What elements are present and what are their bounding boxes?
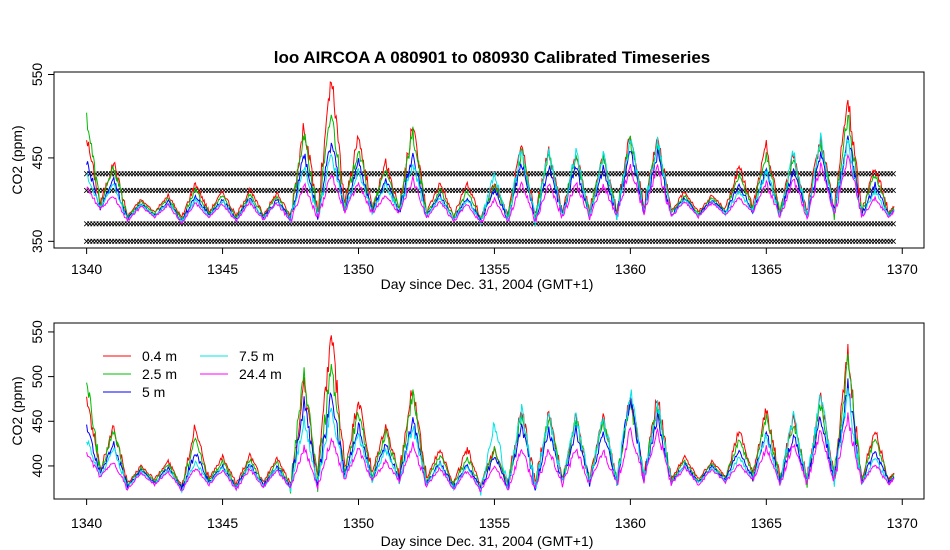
y-tick-label: 400 bbox=[29, 454, 45, 478]
series-line bbox=[86, 132, 895, 227]
x-axis-label: Day since Dec. 31, 2004 (GMT+1) bbox=[381, 276, 594, 292]
x-axis-label: Day since Dec. 31, 2004 (GMT+1) bbox=[381, 533, 594, 549]
y-axis: 400 450 500 550 bbox=[29, 320, 54, 478]
bottom-panel: 1340 1345 1350 1355 1360 1365 1370 400 450 500 550… bbox=[9, 320, 925, 549]
legend-label: 24.4 m bbox=[239, 366, 282, 382]
x-tick-label: 1370 bbox=[887, 261, 918, 277]
series-line bbox=[86, 353, 895, 494]
x-tick-label: 1355 bbox=[479, 261, 510, 277]
y-tick-label: 550 bbox=[29, 63, 45, 87]
calibration-marker bbox=[890, 171, 896, 177]
y-tick-label: 350 bbox=[29, 229, 45, 253]
y-tick-label: 550 bbox=[29, 320, 45, 344]
series-line bbox=[86, 135, 895, 223]
legend-label: 2.5 m bbox=[142, 366, 177, 382]
top-panel: 1340 1345 1350 1355 1360 1365 1370 350 450 550 Day… bbox=[9, 63, 925, 292]
x-axis: 1340 1345 1350 1355 1360 1365 1370 bbox=[71, 248, 918, 277]
series-line bbox=[86, 153, 895, 225]
calibration-marker bbox=[890, 221, 896, 227]
series-line bbox=[86, 388, 895, 496]
plot-frame bbox=[53, 322, 925, 500]
x-axis: 1340 1345 1350 1355 1360 1365 1370 bbox=[71, 499, 918, 531]
legend-label: 5 m bbox=[142, 384, 165, 400]
x-tick-label: 1355 bbox=[479, 515, 510, 531]
x-tick-label: 1345 bbox=[207, 261, 238, 277]
x-tick-label: 1345 bbox=[207, 515, 238, 531]
series-line bbox=[86, 378, 895, 491]
x-tick-label: 1365 bbox=[751, 261, 782, 277]
y-axis-label: CO2 (ppm) bbox=[9, 376, 25, 445]
y-tick-label: 500 bbox=[29, 365, 45, 389]
x-tick-label: 1340 bbox=[71, 261, 102, 277]
x-tick-label: 1340 bbox=[71, 515, 102, 531]
plot-frame bbox=[53, 71, 925, 249]
x-tick-label: 1360 bbox=[615, 515, 646, 531]
legend: 0.4 m 2.5 m 5 m 7.5 m 24.4 m bbox=[103, 348, 282, 400]
series-line bbox=[86, 412, 895, 493]
x-tick-label: 1370 bbox=[887, 515, 918, 531]
chart-title: loo AIRCOA A 080901 to 080930 Calibrated… bbox=[274, 48, 711, 67]
y-tick-label: 450 bbox=[29, 409, 45, 433]
x-tick-label: 1360 bbox=[615, 261, 646, 277]
calibration-marker bbox=[890, 187, 896, 194]
x-tick-label: 1350 bbox=[343, 261, 374, 277]
legend-label: 7.5 m bbox=[239, 348, 274, 364]
y-tick-label: 450 bbox=[29, 146, 45, 170]
legend-label: 0.4 m bbox=[142, 348, 177, 364]
x-tick-label: 1365 bbox=[751, 515, 782, 531]
y-axis-label: CO2 (ppm) bbox=[9, 125, 25, 194]
x-tick-label: 1350 bbox=[343, 515, 374, 531]
calibration-marker bbox=[890, 238, 896, 245]
y-axis: 350 450 550 bbox=[29, 63, 54, 253]
series-line bbox=[86, 112, 895, 223]
